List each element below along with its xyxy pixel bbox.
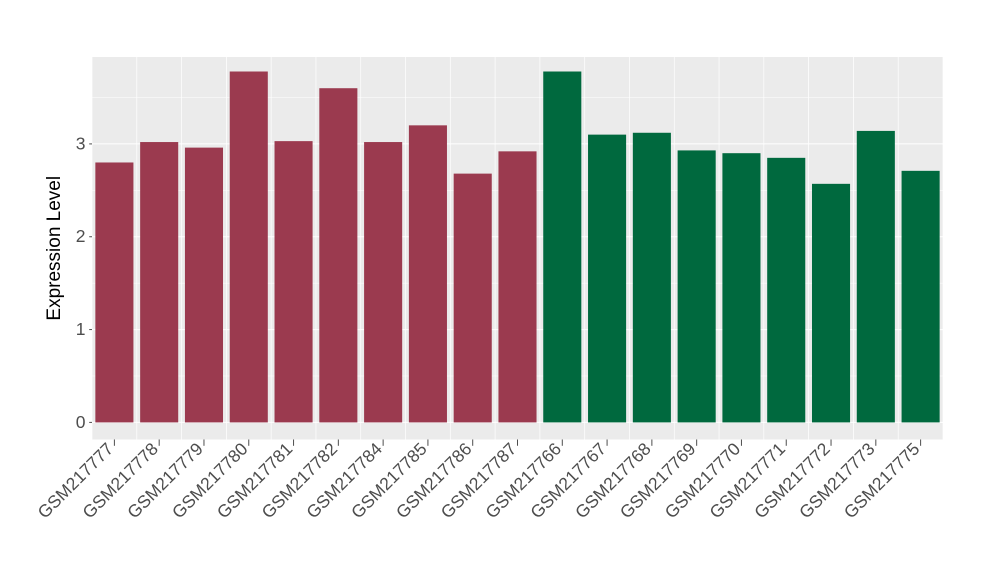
svg-text:Expression Level: Expression Level bbox=[44, 176, 65, 321]
svg-text:0: 0 bbox=[76, 412, 86, 432]
svg-text:1: 1 bbox=[76, 319, 86, 339]
svg-text:3: 3 bbox=[76, 133, 86, 153]
svg-text:2: 2 bbox=[76, 226, 86, 246]
